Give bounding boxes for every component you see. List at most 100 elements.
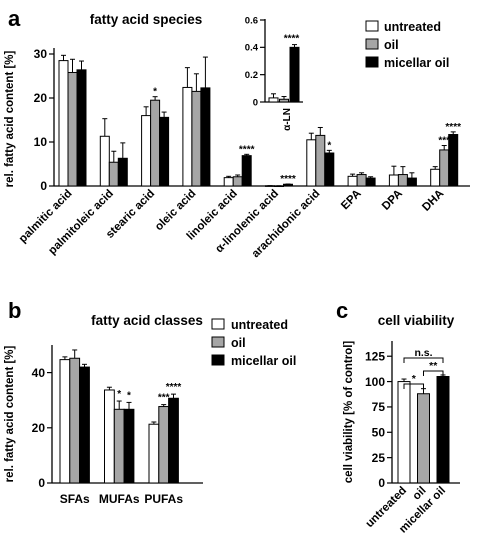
panel-c-y-tick-label: 75 — [372, 400, 386, 414]
panel-b-y-ticks: 0 20 40 — [32, 366, 52, 490]
inset-bar-oil — [279, 98, 289, 103]
bracket-untreated-vs-micellar-oil-label: n.s. — [414, 347, 432, 359]
panel-c-letter: c — [336, 298, 348, 323]
bracket-untreated-vs-oil-label: * — [412, 373, 417, 385]
panel-b-y-tick-label: 40 — [32, 366, 46, 380]
bar-b-mufas-untreated — [104, 389, 115, 484]
bar-a-oleic-acid-untreated — [182, 86, 193, 187]
legend-a-swatch-oil — [365, 38, 379, 50]
panel-c: c cell viability cell viability [% of co… — [336, 298, 460, 536]
bracket-untreated-vs-oil — [403, 383, 424, 389]
panel-b-ylabel: rel. fatty acid content [%] — [4, 345, 16, 482]
panel-a-bars — [58, 54, 459, 188]
panel-a: a fatty acid species rel. fatty acid con… — [4, 6, 470, 260]
legend-b-label-micellar-oil: micellar oil — [231, 354, 296, 368]
bar-a-dha-oil — [439, 149, 450, 187]
bar-b-sfas-oil — [69, 357, 81, 484]
bar-a-epa-micellar-oil — [365, 177, 376, 187]
inset-x-tick-label: α-LN — [282, 108, 293, 131]
inset-y-tick-label: 0.4 — [245, 43, 259, 54]
bar-a-arachidonic-acid-oil — [315, 134, 326, 187]
panel-b: b fatty acid classes rel. fatty acid con… — [4, 298, 296, 506]
panel-b-y-tick-label: 20 — [32, 421, 46, 435]
bar-b-mufas-oil — [113, 408, 125, 484]
x-tick-label-mufas: MUFAs — [99, 492, 140, 506]
panel-a-legend: untreated oil micellar oil — [365, 20, 449, 70]
bracket-untreated-vs-micellar-oil — [403, 357, 444, 363]
bar-c-micellar-oil — [436, 376, 450, 484]
legend-a-label-oil: oil — [384, 38, 399, 52]
x-tick-label-dha: DHA — [420, 188, 446, 214]
inset-y-ticks: 0 0.2 0.4 0.6 — [245, 15, 265, 108]
panel-b-y-tick-label: 0 — [38, 476, 45, 490]
significance-b-mufas-micellar-oil: * — [127, 390, 131, 401]
panel-c-y-tick-label: 25 — [372, 451, 386, 465]
bar-a-arachidonic-acid-micellar-oil — [324, 152, 335, 187]
bar-a-linoleic-acid-micellar-oil — [241, 155, 252, 187]
panel-c-y-tick-label: 100 — [365, 375, 385, 389]
panel-b-x-tick-labels: SFAs MUFAs PUFAs — [60, 492, 184, 506]
bar-a-dpa-micellar-oil — [406, 177, 417, 187]
x-tick-label-sfas: SFAs — [60, 492, 90, 506]
inset-y-tick-label: 0.6 — [245, 15, 258, 26]
bracket-oil-vs-micellar-oil — [423, 370, 444, 376]
bar-a-dha-untreated — [430, 168, 441, 187]
bar-c-oil — [417, 393, 430, 484]
inset-y-tick-label: 0.2 — [245, 70, 258, 81]
bar-a-palmitic-acid-oil — [67, 71, 78, 187]
bar-a-stearic-acid-micellar-oil — [159, 116, 170, 187]
panel-c-y-tick-label: 50 — [372, 425, 386, 439]
bar-b-pufas-untreated — [148, 423, 160, 484]
panel-b-letter: b — [8, 298, 21, 323]
bar-c-untreated — [397, 381, 411, 484]
panel-c-y-tick-label: 125 — [365, 349, 385, 363]
bar-b-sfas-untreated — [59, 359, 71, 484]
inset-bars — [268, 44, 300, 103]
panel-b-title: fatty acid classes — [91, 313, 203, 328]
bar-a-linoleic-acid-untreated — [223, 177, 234, 187]
significance-b-mufas-oil: * — [117, 389, 121, 400]
panel-a-y-tick-label: 30 — [34, 47, 48, 61]
legend-b-label-untreated: untreated — [231, 318, 288, 332]
bar-a-palmitoleic-acid-untreated — [99, 135, 110, 187]
panel-a-title: fatty acid species — [90, 12, 203, 27]
panel-a-ylabel: rel. fatty acid content [%] — [4, 50, 16, 187]
legend-a-swatch-micellar-oil — [365, 56, 379, 68]
significance-b-pufas-micellar-oil: **** — [166, 382, 182, 393]
legend-b-swatch-oil — [211, 336, 225, 348]
x-tick-label-dpa: DPA — [380, 188, 405, 213]
legend-b-swatch-micellar-oil — [211, 354, 225, 366]
panel-a-annotations: ********** ******* — [153, 87, 461, 185]
significance-a-stearic-acid-oil: * — [153, 87, 157, 98]
bar-a-linoleic-acid-oil — [232, 176, 243, 187]
inset-bar-micellar-oil — [289, 46, 300, 103]
panel-a-letter: a — [8, 6, 21, 31]
inset-bar-untreated — [268, 97, 279, 103]
legend-b-label-oil: oil — [231, 336, 246, 350]
bar-a-stearic-acid-oil — [150, 99, 161, 187]
significance-a-linolenic-acid-micellar-oil: **** — [280, 174, 296, 185]
x-tick-label-pufas: PUFAs — [144, 492, 183, 506]
inset-annotation: **** — [284, 34, 300, 45]
bar-a-epa-oil — [356, 174, 367, 187]
panel-a-inset: 0 0.2 0.4 0.6 α-LN **** — [245, 15, 303, 131]
panel-b-axes: 0 20 40 SFAs MUFAs PUFAs — [32, 345, 203, 506]
bar-b-pufas-micellar-oil — [168, 397, 179, 484]
panel-c-bars — [397, 374, 450, 484]
bar-a-palmitoleic-acid-oil — [108, 161, 119, 187]
significance-a-arachidonic-acid-micellar-oil: * — [327, 140, 331, 151]
panel-c-ylabel: cell viability [% of control] — [343, 341, 355, 484]
bar-a-palmitic-acid-untreated — [58, 60, 69, 187]
bar-a-palmitic-acid-micellar-oil — [76, 69, 87, 187]
panel-a-y-ticks: 0 10 20 30 — [34, 47, 54, 193]
panel-c-significance-brackets: ***n.s. — [403, 347, 444, 389]
bar-b-pufas-oil — [158, 406, 170, 484]
panel-c-y-ticks: 0 25 50 75 100 125 — [365, 349, 392, 490]
panel-a-y-tick-label: 0 — [40, 179, 47, 193]
bar-a-oleic-acid-micellar-oil — [200, 87, 211, 187]
legend-a-label-untreated: untreated — [384, 20, 441, 34]
bar-a-dha-micellar-oil — [448, 134, 459, 187]
panel-b-bars — [59, 349, 179, 484]
bar-a-oleic-acid-oil — [191, 90, 202, 187]
